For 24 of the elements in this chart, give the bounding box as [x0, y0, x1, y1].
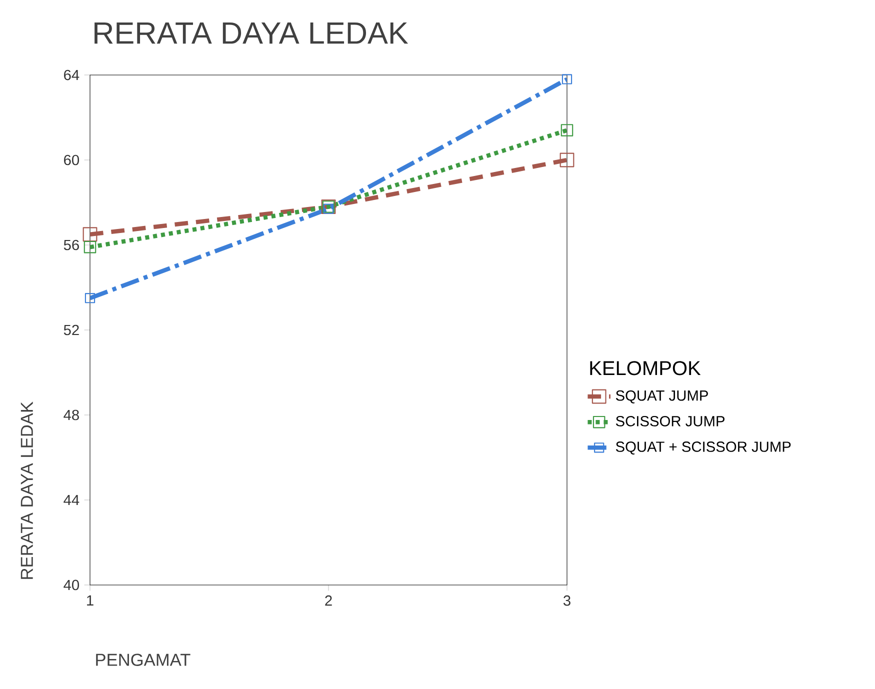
chart-title: RERATA DAYA LEDAK: [94, 22, 408, 44]
point: [84, 293, 96, 304]
x-axis-title: PENGAMAT: [96, 654, 190, 666]
legend-title: KELOMPOK: [590, 361, 701, 376]
y-tick-label: 56: [64, 240, 79, 250]
x-tick-label: 2: [325, 595, 332, 606]
legend-label: SQUAT + SCISSOR JUMP: [616, 442, 791, 455]
point: [82, 227, 98, 242]
y-tick-label: 40: [64, 580, 80, 590]
legend-label: SCISSOR JUMP: [616, 416, 724, 426]
point: [560, 152, 574, 168]
y-axis-title: RERATA DAYA LEDAK: [20, 402, 33, 579]
y-tick-label: 52: [64, 324, 79, 336]
y-tick-label: 64: [64, 70, 80, 80]
y-tick-label: 48: [64, 410, 79, 420]
point: [562, 74, 572, 84]
point: [84, 240, 96, 254]
point: [560, 124, 574, 136]
x-tick-label: 3: [563, 595, 570, 606]
x-tick-label: 1: [87, 595, 94, 606]
legend-label: SQUAT JUMP: [616, 390, 708, 404]
y-tick-label: 60: [64, 154, 80, 166]
point: [323, 204, 334, 214]
y-tick-label: 44: [64, 494, 80, 506]
